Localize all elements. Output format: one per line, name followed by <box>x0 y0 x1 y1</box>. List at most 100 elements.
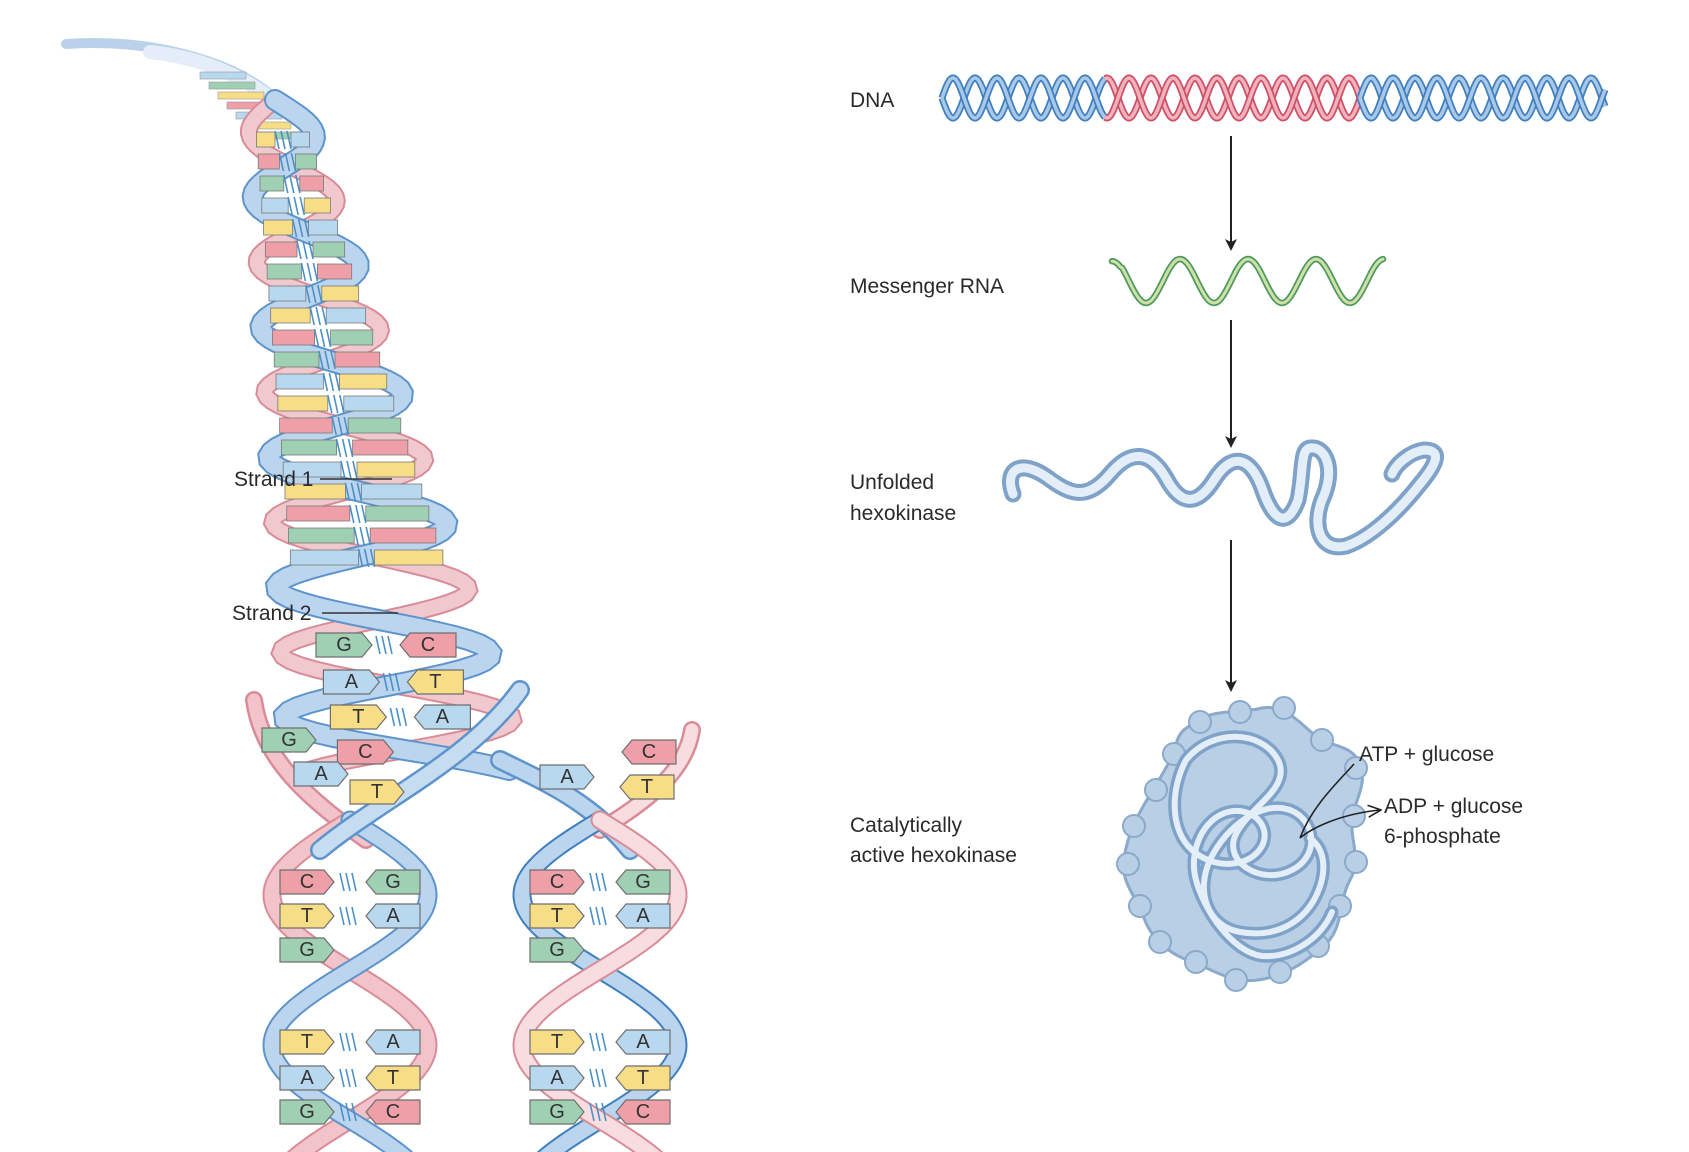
base-block <box>338 373 388 390</box>
base-block <box>308 219 339 236</box>
protein-surface-bump <box>1122 814 1146 838</box>
mrna-label: Messenger RNA <box>850 275 1004 298</box>
base-block <box>290 131 310 148</box>
reaction-arrow-in <box>1299 763 1355 839</box>
hydrogen-bond <box>319 328 326 348</box>
hydrogen-bond <box>350 482 357 502</box>
right_daughter-base-left-letter: T <box>551 1031 563 1053</box>
protein-surface-bump <box>1128 894 1152 918</box>
base-block <box>279 417 333 434</box>
dna-backbone <box>1104 76 1362 120</box>
dna-double-helix <box>938 74 1609 122</box>
hydrogen-bond <box>595 1032 601 1052</box>
left-fork-base <box>293 761 349 787</box>
hydrogen-bond <box>297 218 304 238</box>
base-block <box>294 153 317 170</box>
hydrogen-bond <box>361 504 367 524</box>
hydrogen-bond <box>345 906 351 926</box>
base-block <box>261 197 289 214</box>
base-block <box>356 461 416 478</box>
right_daughter-base-left <box>529 937 585 963</box>
hydrogen-bond <box>327 394 333 414</box>
base-block <box>347 417 402 434</box>
left_daughter-base-right-letter: C <box>386 1101 400 1123</box>
base-block <box>334 351 381 368</box>
hydrogen-bond <box>365 526 371 546</box>
tail-base <box>208 81 256 90</box>
right_daughter-base-right-letter: A <box>636 1031 650 1053</box>
upper-base-right-letter: A <box>436 706 450 728</box>
left-fork-base <box>349 779 405 805</box>
right_daughter-base-left <box>529 869 585 895</box>
hydrogen-bond <box>283 174 289 194</box>
upper-base-right-letter: C <box>421 634 435 656</box>
hydrogen-bond <box>601 906 607 926</box>
right_daughter-base-right-letter: T <box>637 1067 649 1089</box>
hydrogen-bond <box>601 872 607 892</box>
right_daughter-base-left-letter: G <box>549 939 565 961</box>
product-label-line-1: ADP + glucose <box>1384 795 1523 818</box>
hydrogen-bond <box>295 174 301 194</box>
base-block <box>268 285 307 302</box>
hydrogen-bond <box>351 872 357 892</box>
left_daughter-base-left-letter: A <box>300 1067 314 1089</box>
right_daughter-base-left-letter: T <box>551 905 563 927</box>
upper-base-right <box>399 632 457 658</box>
right_daughter-base-right <box>615 1065 671 1091</box>
strand-1-crossing <box>312 682 528 858</box>
left_daughter-base-left <box>279 937 335 963</box>
upper-base-right-letter: T <box>429 671 441 693</box>
hydrogen-bond <box>280 130 286 150</box>
left_daughter-base-left <box>279 1029 335 1055</box>
base-block <box>365 505 430 522</box>
hydrogen-bond <box>351 1102 357 1122</box>
hydrogen-bond <box>345 872 351 892</box>
right-fork-base-letter: A <box>560 766 574 788</box>
right_daughter-base-right-letter: G <box>635 871 651 893</box>
hydrogen-bond <box>353 526 359 546</box>
protein-surface-bump <box>1148 930 1172 954</box>
base-block <box>270 307 311 324</box>
helix-tail <box>61 37 305 140</box>
hydrogen-bond <box>309 306 315 326</box>
base-block <box>264 241 298 258</box>
hydrogen-bond <box>601 1068 607 1088</box>
protein-surface-bump <box>1268 960 1292 984</box>
base-block <box>316 263 353 280</box>
hydrogen-bond <box>308 240 314 260</box>
hydrogen-bond <box>322 372 329 392</box>
hydrogen-bond <box>333 394 339 414</box>
reactant-label: ATP + glucose <box>1359 743 1494 766</box>
hydrogen-bond <box>601 1102 607 1122</box>
upper-base-left-letter: T <box>352 706 364 728</box>
hydrogen-bond <box>352 460 358 480</box>
upper-base-right <box>406 669 464 695</box>
hydrogen-bond <box>595 1102 601 1122</box>
base-block <box>256 131 276 148</box>
dna-backbone <box>940 76 1107 120</box>
upper-base-left <box>329 704 388 730</box>
right_daughter-base-left <box>529 1029 585 1055</box>
left_daughter-base-right-letter: T <box>387 1067 399 1089</box>
upper-base-left-letter: G <box>336 634 352 656</box>
base-block <box>257 153 280 170</box>
hydrogen-bond <box>375 635 381 655</box>
product-label-line-2: 6-phosphate <box>1384 825 1501 848</box>
dna-backbone <box>1358 76 1607 120</box>
hydrogen-bond <box>356 482 363 502</box>
hydrogen-bond <box>345 1032 351 1052</box>
base-block <box>286 505 351 522</box>
left_daughter-base-left-letter: G <box>299 1101 315 1123</box>
left_daughter-base-left-letter: T <box>301 1031 313 1053</box>
base-block <box>321 285 360 302</box>
hydrogen-bond <box>589 1032 595 1052</box>
right_daughter-base-left <box>529 1065 585 1091</box>
right_daughter-base-left-letter: C <box>550 871 564 893</box>
dna-backbone <box>1358 76 1607 120</box>
hydrogen-bond <box>589 1102 595 1122</box>
hydrogen-bond <box>341 438 348 458</box>
hydrogen-bond <box>589 906 595 926</box>
base-block <box>275 373 324 390</box>
hydrogen-bond <box>339 1068 345 1088</box>
